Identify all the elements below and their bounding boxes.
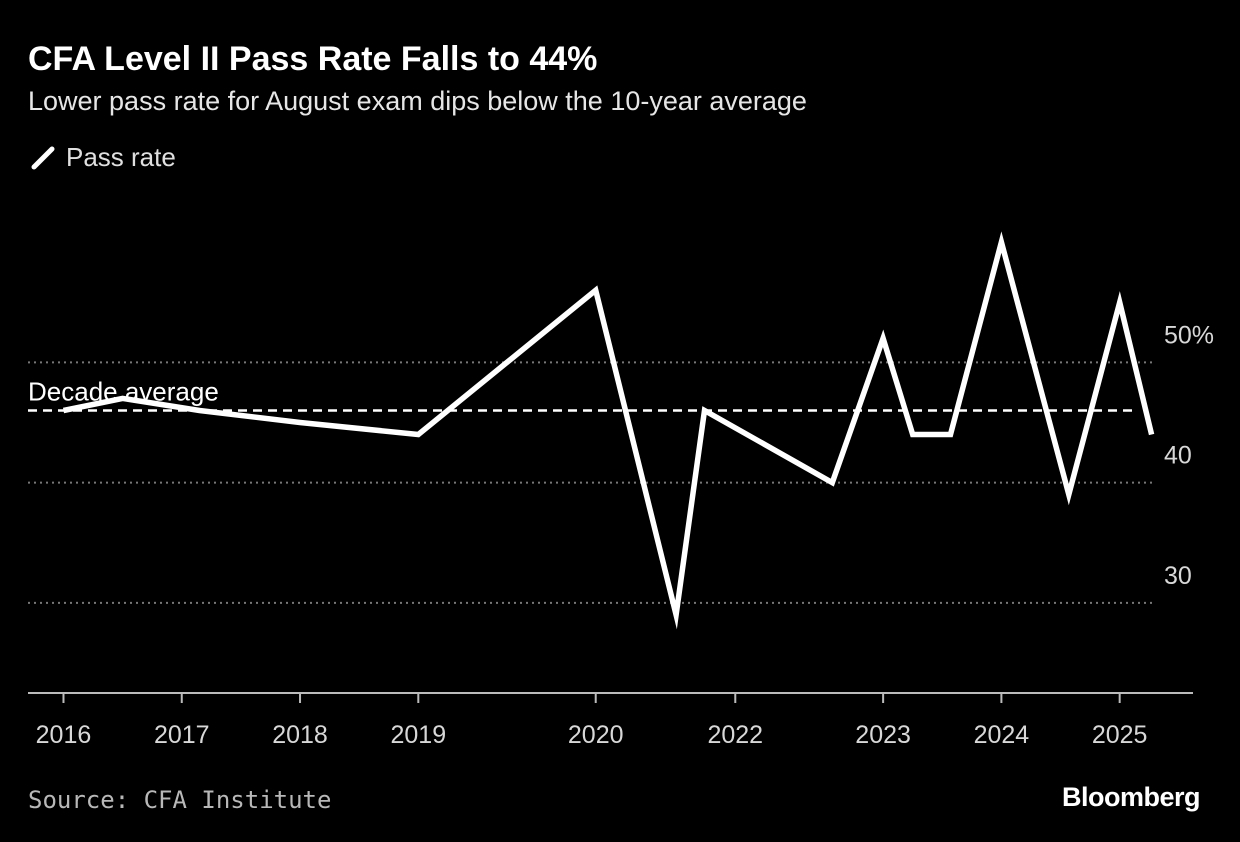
chart-subtitle: Lower pass rate for August exam dips bel… <box>28 86 807 116</box>
x-tick-label: 2025 <box>1092 721 1148 749</box>
decade-average-reference: Decade average <box>28 376 1138 412</box>
y-axis-labels: 30 40 50% <box>1164 321 1214 589</box>
x-tick-label: 2016 <box>36 721 92 749</box>
legend: Pass rate <box>30 142 176 173</box>
x-tick-label: 2023 <box>855 721 911 749</box>
x-tick-label: 2024 <box>974 721 1030 749</box>
gridlines <box>28 361 1153 604</box>
x-tick-label: 2022 <box>707 721 763 749</box>
x-tick-label: 2020 <box>568 721 624 749</box>
legend-line-icon <box>31 146 55 169</box>
y-tick-label: 30 <box>1164 562 1192 590</box>
legend-label: Pass rate <box>66 142 176 172</box>
decade-average-label: Decade average <box>28 376 219 406</box>
x-axis: 2016 2017 2018 2019 2020 2022 2023 2024 2025 <box>28 692 1193 749</box>
bloomberg-logo: Bloomberg <box>1061 782 1201 812</box>
chart-title: CFA Level II Pass Rate Falls to 44% <box>28 40 598 78</box>
x-tick-label: 2018 <box>272 721 328 749</box>
x-tick-label: 2019 <box>390 721 446 749</box>
y-tick-label: 50% <box>1164 321 1214 349</box>
series-line-pass-rate <box>62 231 1155 630</box>
series-pass-rate <box>62 231 1155 630</box>
source-note: Source: CFA Institute <box>28 786 332 814</box>
x-tick-label: 2017 <box>154 721 210 749</box>
y-tick-label: 40 <box>1164 442 1192 470</box>
